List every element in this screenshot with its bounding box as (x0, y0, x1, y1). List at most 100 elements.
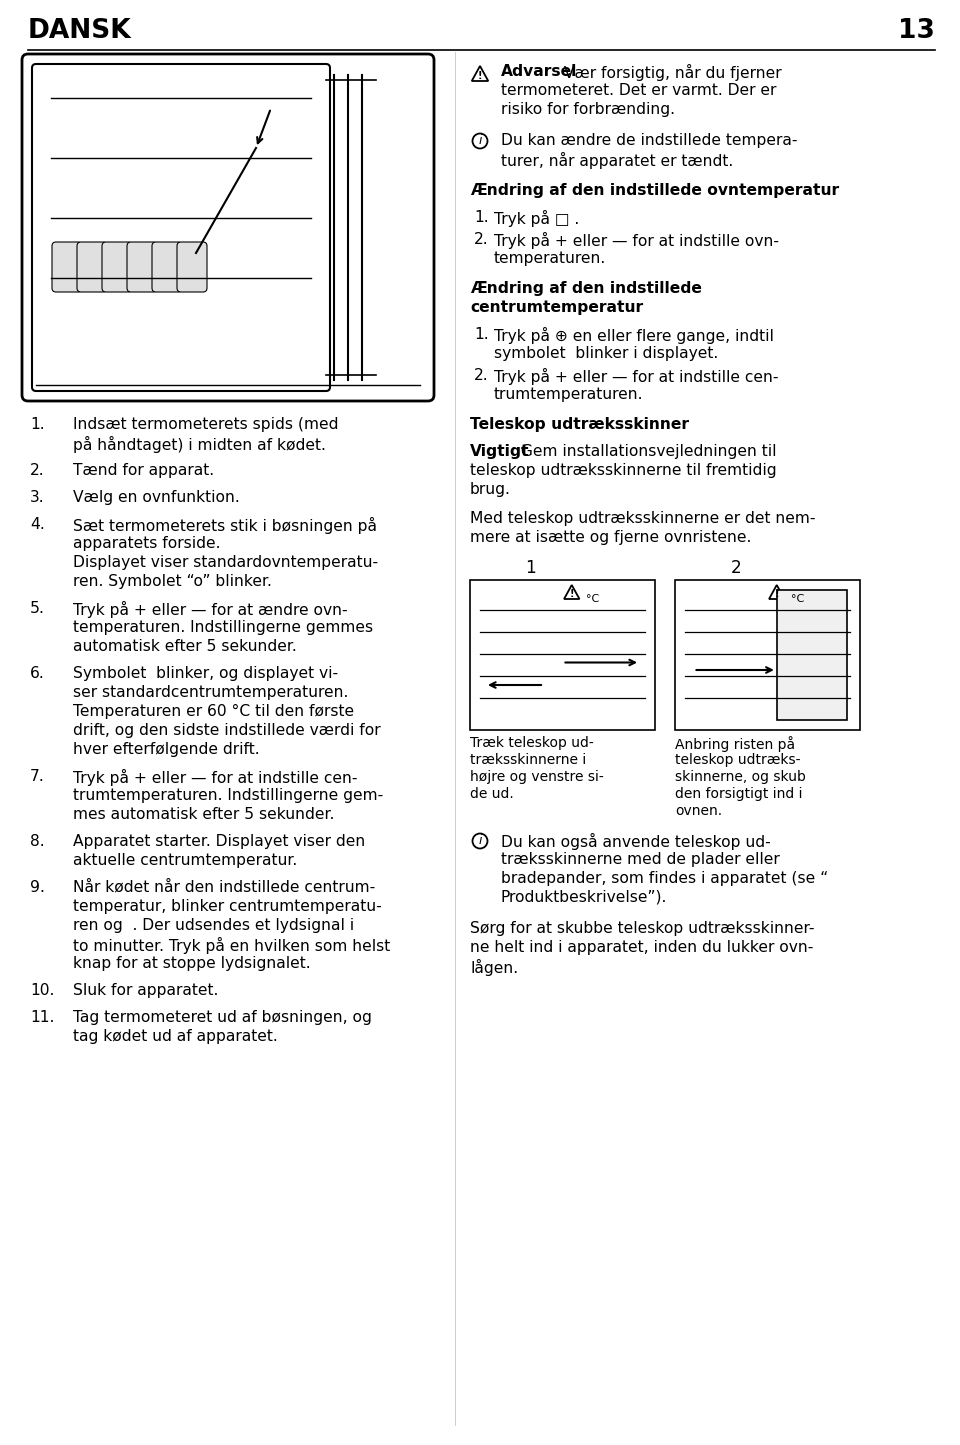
Text: 6.: 6. (30, 666, 45, 681)
Text: 8.: 8. (30, 834, 44, 850)
Text: hver efterfølgende drift.: hver efterfølgende drift. (73, 741, 259, 757)
Text: 1.: 1. (474, 210, 489, 225)
Text: Tryk på ⊕ en eller flere gange, indtil: Tryk på ⊕ en eller flere gange, indtil (494, 327, 774, 344)
Text: trumtemperaturen. Indstillingerne gem-: trumtemperaturen. Indstillingerne gem- (73, 788, 383, 803)
Text: træksskinnerne med de plader eller: træksskinnerne med de plader eller (501, 853, 780, 867)
Text: i: i (478, 835, 482, 848)
Text: 2.: 2. (474, 233, 489, 247)
Text: skinnerne, og skub: skinnerne, og skub (675, 770, 805, 785)
Text: drift, og den sidste indstillede værdi for: drift, og den sidste indstillede værdi f… (73, 722, 380, 738)
Text: knap for at stoppe lydsignalet.: knap for at stoppe lydsignalet. (73, 957, 311, 971)
Text: tag kødet ud af apparatet.: tag kødet ud af apparatet. (73, 1029, 277, 1043)
Text: termometeret. Det er varmt. Der er: termometeret. Det er varmt. Der er (501, 82, 777, 98)
Text: Temperaturen er 60 °C til den første: Temperaturen er 60 °C til den første (73, 704, 354, 720)
Text: Sluk for apparatet.: Sluk for apparatet. (73, 983, 218, 998)
Text: Ændring af den indstillede ovntemperatur: Ændring af den indstillede ovntemperatur (470, 184, 839, 198)
Text: Vær forsigtig, når du fjerner: Vær forsigtig, når du fjerner (559, 64, 781, 81)
Text: Gem installationsvejledningen til: Gem installationsvejledningen til (516, 444, 777, 460)
Text: de ud.: de ud. (470, 788, 514, 801)
Text: apparatets forside.: apparatets forside. (73, 536, 221, 551)
Text: brug.: brug. (470, 483, 511, 497)
Text: mes automatisk efter 5 sekunder.: mes automatisk efter 5 sekunder. (73, 806, 334, 822)
Text: 1.: 1. (474, 327, 489, 342)
Text: !: ! (478, 71, 482, 81)
Polygon shape (564, 585, 580, 600)
FancyBboxPatch shape (152, 241, 182, 292)
Text: Træk teleskop ud-: Træk teleskop ud- (470, 736, 593, 750)
Text: træksskinnerne i: træksskinnerne i (470, 753, 587, 767)
Text: Produktbeskrivelse”).: Produktbeskrivelse”). (501, 890, 667, 905)
Text: !: ! (569, 590, 574, 600)
FancyBboxPatch shape (177, 241, 207, 292)
Text: lågen.: lågen. (470, 959, 518, 975)
Text: 11.: 11. (30, 1010, 55, 1025)
Text: Apparatet starter. Displayet viser den: Apparatet starter. Displayet viser den (73, 834, 365, 850)
Text: i: i (478, 134, 482, 147)
Text: °C: °C (791, 594, 804, 604)
Text: 1: 1 (525, 559, 537, 577)
Text: automatisk efter 5 sekunder.: automatisk efter 5 sekunder. (73, 639, 297, 655)
Text: to minutter. Tryk på en hvilken som helst: to minutter. Tryk på en hvilken som hels… (73, 936, 391, 954)
Text: Anbring risten på: Anbring risten på (675, 736, 795, 751)
Text: teleskop udtræksskinnerne til fremtidig: teleskop udtræksskinnerne til fremtidig (470, 462, 777, 478)
FancyBboxPatch shape (127, 241, 157, 292)
Text: Med teleskop udtræksskinnerne er det nem-: Med teleskop udtræksskinnerne er det nem… (470, 512, 815, 526)
Text: Du kan også anvende teleskop ud-: Du kan også anvende teleskop ud- (501, 832, 771, 850)
Text: Ændring af den indstillede: Ændring af den indstillede (470, 280, 702, 296)
Text: Indsæt termometerets spids (med: Indsæt termometerets spids (med (73, 418, 339, 432)
Text: risiko for forbrænding.: risiko for forbrænding. (501, 103, 675, 117)
Text: ren og  . Der udsendes et lydsignal i: ren og . Der udsendes et lydsignal i (73, 918, 354, 933)
Polygon shape (769, 585, 784, 600)
Polygon shape (471, 66, 489, 81)
Circle shape (472, 133, 488, 149)
Text: den forsigtigt ind i: den forsigtigt ind i (675, 788, 803, 801)
Text: 10.: 10. (30, 983, 55, 998)
Text: Du kan ændre de indstillede tempera-: Du kan ændre de indstillede tempera- (501, 133, 798, 147)
Text: Vigtigt: Vigtigt (470, 444, 530, 460)
Text: Tryk på + eller — for at indstille cen-: Tryk på + eller — for at indstille cen- (494, 368, 779, 384)
Text: Sørg for at skubbe teleskop udtræksskinner-: Sørg for at skubbe teleskop udtræksskinn… (470, 920, 814, 936)
FancyBboxPatch shape (52, 241, 82, 292)
Text: 1.: 1. (30, 418, 44, 432)
FancyBboxPatch shape (470, 579, 655, 730)
Text: !: ! (775, 590, 779, 600)
Text: temperatur, blinker centrumtemperatu-: temperatur, blinker centrumtemperatu- (73, 899, 382, 915)
Text: på håndtaget) i midten af kødet.: på håndtaget) i midten af kødet. (73, 436, 325, 454)
Text: Tryk på + eller — for at indstille ovn-: Tryk på + eller — for at indstille ovn- (494, 233, 779, 249)
Text: ser standardcentrumtemperaturen.: ser standardcentrumtemperaturen. (73, 685, 348, 699)
Text: Tag termometeret ud af bøsningen, og: Tag termometeret ud af bøsningen, og (73, 1010, 372, 1025)
Text: symbolet  blinker i displayet.: symbolet blinker i displayet. (494, 345, 718, 361)
FancyBboxPatch shape (32, 64, 330, 392)
Text: 4.: 4. (30, 517, 45, 532)
Text: teleskop udtræks-: teleskop udtræks- (675, 753, 801, 767)
Text: 5.: 5. (30, 601, 45, 616)
Text: temperaturen.: temperaturen. (494, 251, 607, 266)
Text: Tryk på + eller — for at indstille cen-: Tryk på + eller — for at indstille cen- (73, 769, 357, 786)
Text: 2.: 2. (474, 368, 489, 383)
Text: Når kødet når den indstillede centrum-: Når kødet når den indstillede centrum- (73, 880, 375, 894)
Text: 2: 2 (731, 559, 741, 577)
Text: ovnen.: ovnen. (675, 803, 722, 818)
FancyBboxPatch shape (675, 579, 860, 730)
Text: Vælg en ovnfunktion.: Vælg en ovnfunktion. (73, 490, 240, 504)
Text: ren. Symbolet “o” blinker.: ren. Symbolet “o” blinker. (73, 574, 272, 590)
Text: temperaturen. Indstillingerne gemmes: temperaturen. Indstillingerne gemmes (73, 620, 373, 634)
Text: Teleskop udtræksskinner: Teleskop udtræksskinner (470, 418, 689, 432)
FancyBboxPatch shape (777, 590, 847, 720)
Text: centrumtemperatur: centrumtemperatur (470, 301, 643, 315)
Text: 7.: 7. (30, 769, 45, 785)
Text: DANSK: DANSK (28, 17, 132, 43)
Circle shape (472, 834, 488, 848)
Text: Tryk på □ .: Tryk på □ . (494, 210, 579, 227)
Text: Symbolet  blinker, og displayet vi-: Symbolet blinker, og displayet vi- (73, 666, 338, 681)
Text: aktuelle centrumtemperatur.: aktuelle centrumtemperatur. (73, 853, 298, 868)
Text: °C: °C (586, 594, 599, 604)
Text: højre og venstre si-: højre og venstre si- (470, 770, 604, 785)
FancyBboxPatch shape (77, 241, 107, 292)
Text: bradepander, som findes i apparatet (se “: bradepander, som findes i apparatet (se … (501, 871, 828, 886)
Text: 3.: 3. (30, 490, 44, 504)
Text: 9.: 9. (30, 880, 45, 894)
Text: Advarsel: Advarsel (501, 64, 577, 79)
FancyBboxPatch shape (22, 53, 434, 402)
Text: Displayet viser standardovntemperatu-: Displayet viser standardovntemperatu- (73, 555, 378, 569)
